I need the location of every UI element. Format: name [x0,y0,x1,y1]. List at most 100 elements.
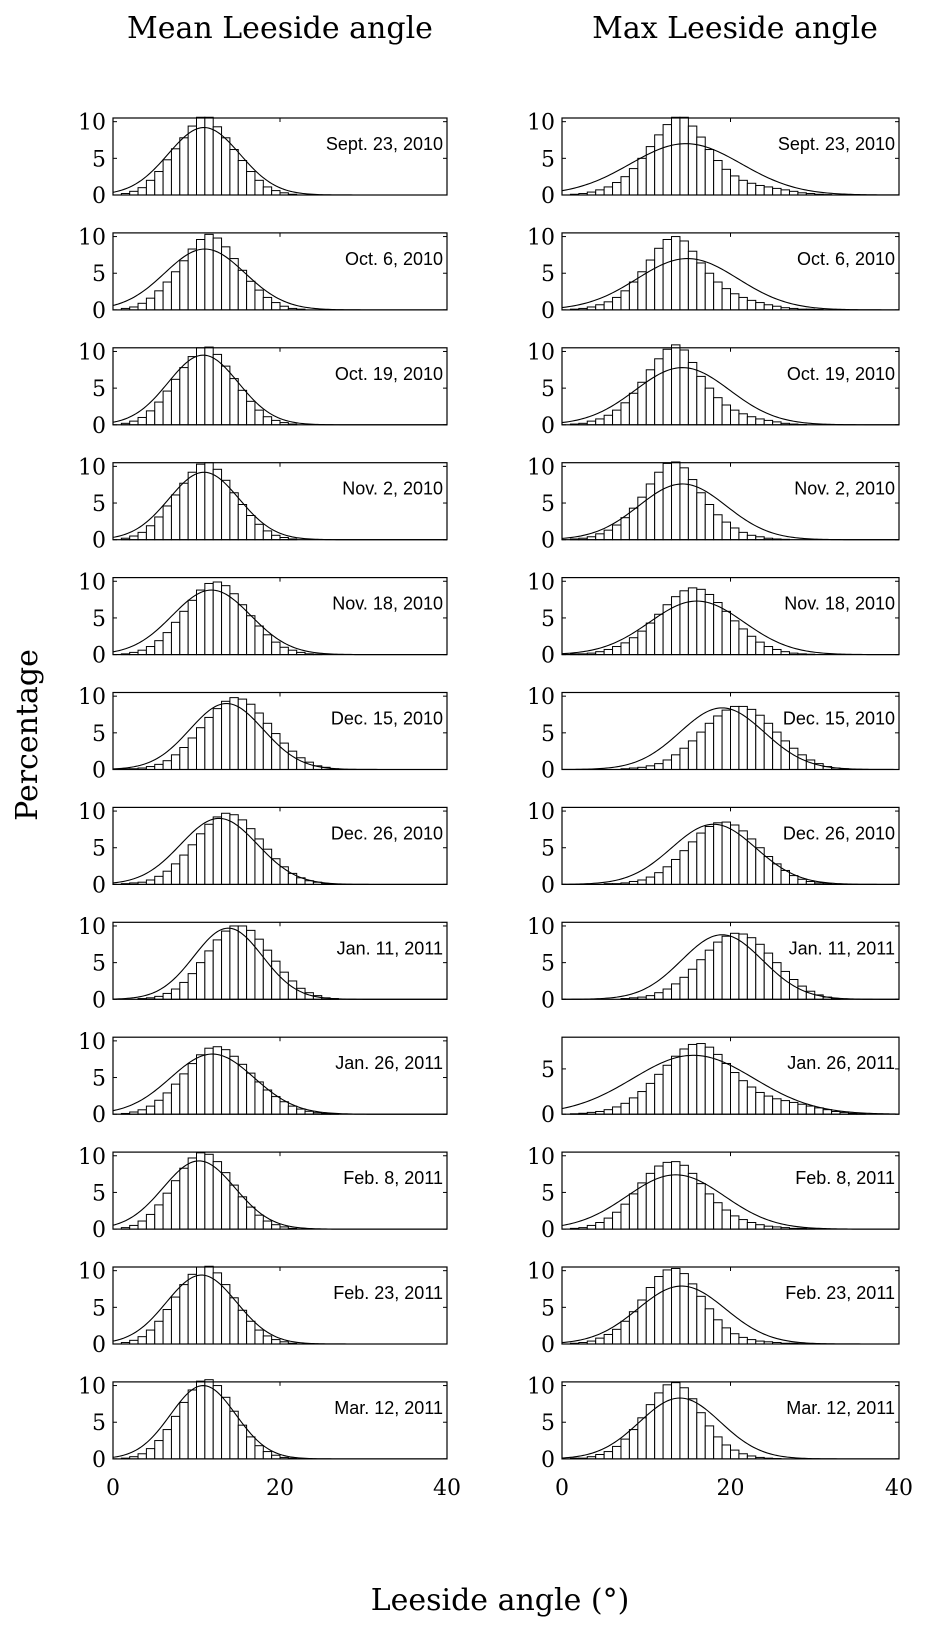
histogram-bar [696,1412,706,1460]
y-axis-label: Percentage [10,649,45,821]
histogram-bar [612,1328,622,1345]
histogram-bar [696,588,706,656]
histogram-bar [713,514,723,541]
histogram-bar [738,413,748,426]
panel-mean-11: 0 5 10 Mar. 12, 2011 [78,1375,448,1473]
histogram-bar [696,1043,706,1115]
histogram-bar [637,157,647,196]
histogram-bar [687,968,698,1000]
histogram-bar [738,933,748,1000]
histogram-bar [738,1453,748,1460]
histogram-bar [271,534,281,541]
histogram-bar [654,247,664,311]
histogram-bar [187,1389,197,1460]
histogram-bar [654,872,664,885]
histogram-bar [704,1193,715,1230]
panel-date-label: Feb. 23, 2011 [333,1283,443,1303]
histogram-bar [763,419,774,426]
histogram-bar [738,1336,748,1345]
histogram-bar [196,589,206,656]
histogram-bar [179,482,189,541]
histogram-bar [271,1339,281,1345]
panel-date-label: Dec. 26, 2010 [783,823,895,843]
histogram-bar [654,358,664,426]
histogram-bar [137,649,147,656]
histogram-bar [229,1297,239,1345]
y-tick-label: 0 [541,644,555,669]
panel-mean-3: 0 5 10 Nov. 2, 2010 [78,455,448,554]
y-tick-label: 10 [78,570,106,595]
histogram-bar [696,1295,706,1345]
y-tick-label: 0 [541,873,555,898]
histogram-bar [271,302,281,311]
histogram-bar [237,504,248,541]
histogram-bar [637,381,647,426]
y-tick-label: 5 [541,377,555,402]
panel-max-2: 0 5 10 Oct. 19, 2010 [527,340,900,439]
histogram-bar [254,1329,264,1345]
histogram-bar [738,628,748,656]
histogram-bar [780,740,790,771]
histogram-bar [687,1172,698,1230]
histogram-bar [162,632,172,656]
histogram-bar [738,296,748,311]
histogram-bar [713,1053,723,1115]
histogram-bar [237,604,248,656]
histogram-bar [145,646,156,656]
histogram-bar [204,582,214,656]
histogram-bar [730,1449,740,1460]
histogram-bar [145,1105,156,1115]
panel-max-4: 0 5 10 Nov. 18, 2010 [527,570,900,669]
histogram-bar [746,1339,757,1345]
histogram-bar [603,529,614,541]
histogram-bar [654,992,664,1000]
histogram-bar [654,1392,664,1460]
histogram-bar [687,479,698,541]
column-title-max: Max Leeside angle [592,11,878,46]
histogram-bar [212,581,223,656]
histogram-bar [671,754,681,771]
histogram-bar [603,186,614,196]
histogram-bar [679,1048,689,1115]
histogram-bar [755,641,765,656]
panel-date-label: Oct. 19, 2010 [335,364,443,384]
histogram-bar [730,409,740,426]
histogram-bar [662,1064,673,1115]
histogram-bar [145,525,156,541]
panel-max-10: 0 5 10 Feb. 23, 2011 [527,1260,900,1358]
histogram-bar [154,763,164,770]
histogram-bar [704,722,715,770]
histogram-bar [721,610,732,656]
histogram-bar [595,189,605,196]
y-tick-label: 0 [92,644,106,669]
histogram-bar [246,1320,256,1345]
histogram-bar [237,1309,248,1345]
histogram-bar [671,116,681,196]
histogram-bar [246,929,256,1000]
panel-date-label: Oct. 19, 2010 [787,364,895,384]
panel-date-label: Nov. 18, 2010 [332,594,443,614]
histogram-bar [137,187,147,196]
histogram-bar [738,1080,748,1115]
panel-date-label: Dec. 15, 2010 [331,709,443,729]
histogram-bar [212,353,223,426]
histogram-bar [246,1072,256,1115]
histogram-bar [271,641,281,656]
y-tick-label: 0 [541,299,555,324]
histogram-bar [221,1049,231,1115]
histogram-bar [721,521,732,541]
y-tick-label: 0 [541,529,555,554]
histogram-bar [645,1287,656,1345]
histogram-bar [229,1055,239,1115]
y-tick-label: 0 [92,184,106,209]
histogram-bar [603,1217,614,1230]
histogram-bar [746,534,757,541]
histogram-bar [671,1161,681,1230]
histogram-bar [179,854,189,885]
panel-date-label: Nov. 2, 2010 [794,479,895,499]
histogram-bar [179,1073,189,1115]
histogram-bar [595,418,605,426]
histogram-bar [780,1100,790,1115]
histogram-bar [212,1385,223,1460]
y-tick-label: 5 [541,1411,555,1436]
